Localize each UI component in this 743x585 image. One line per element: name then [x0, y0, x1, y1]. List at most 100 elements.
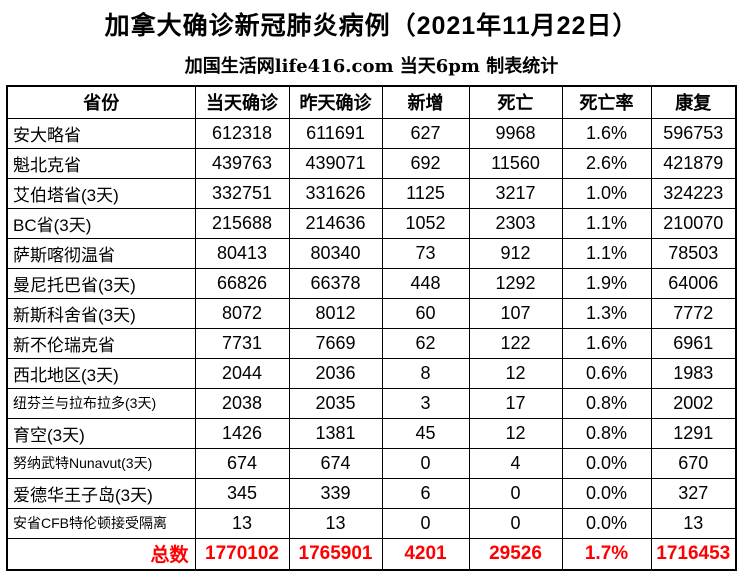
table-row: 曼尼托巴省(3天) 66826 66378 448 1292 1.9% 64006 — [6, 267, 737, 299]
recovered-cell: 2002 — [650, 387, 737, 419]
yesterday-confirmed-cell: 7669 — [288, 327, 383, 359]
col-header-death-rate: 死亡率 — [561, 85, 652, 119]
province-cell: 育空(3天) — [6, 417, 196, 449]
recovered-cell: 6961 — [650, 327, 737, 359]
total-label: 总数 — [6, 537, 196, 571]
yesterday-confirmed-cell: 80340 — [288, 237, 383, 269]
deaths-cell: 9968 — [468, 117, 563, 149]
table-row: 安省CFB特伦顿接受隔离 13 13 0 0 0.0% 13 — [6, 507, 737, 539]
total-row: 总数 1770102 1765901 4201 29526 1.7% 1716453 — [6, 537, 737, 571]
recovered-cell: 64006 — [650, 267, 737, 299]
recovered-cell: 210070 — [650, 207, 737, 239]
total-recovered-cell: 1716453 — [650, 537, 737, 571]
total-yesterday-confirmed-cell: 1765901 — [288, 537, 383, 571]
new-cases-cell: 73 — [381, 237, 470, 269]
yesterday-confirmed-cell: 1381 — [288, 417, 383, 449]
covid-table-page: 加拿大确诊新冠肺炎病例（2021年11月22日） 加国生活网life416.co… — [0, 6, 743, 571]
yesterday-confirmed-cell: 2035 — [288, 387, 383, 419]
death-rate-cell: 1.6% — [561, 117, 652, 149]
recovered-cell: 421879 — [650, 147, 737, 179]
total-today-confirmed-cell: 1770102 — [194, 537, 290, 571]
today-confirmed-cell: 8072 — [194, 297, 290, 329]
today-confirmed-cell: 80413 — [194, 237, 290, 269]
table-row: 安大略省 612318 611691 627 9968 1.6% 596753 — [6, 117, 737, 149]
total-new-cases-cell: 4201 — [381, 537, 470, 571]
today-confirmed-cell: 7731 — [194, 327, 290, 359]
col-header-province: 省份 — [6, 85, 196, 119]
table-row: 纽芬兰与拉布拉多(3天) 2038 2035 3 17 0.8% 2002 — [6, 387, 737, 419]
table-row: 魁北克省 439763 439071 692 11560 2.6% 421879 — [6, 147, 737, 179]
recovered-cell: 13 — [650, 507, 737, 539]
today-confirmed-cell: 215688 — [194, 207, 290, 239]
page-subtitle: 加国生活网life416.com 当天6pm 制表统计 — [184, 56, 559, 77]
deaths-cell: 11560 — [468, 147, 563, 179]
new-cases-cell: 0 — [381, 447, 470, 479]
new-cases-cell: 692 — [381, 147, 470, 179]
yesterday-confirmed-cell: 66378 — [288, 267, 383, 299]
province-cell: 西北地区(3天) — [6, 357, 196, 389]
table-row: 萨斯喀彻温省 80413 80340 73 912 1.1% 78503 — [6, 237, 737, 269]
recovered-cell: 1983 — [650, 357, 737, 389]
province-cell: 安省CFB特伦顿接受隔离 — [6, 507, 196, 539]
table-row: 艾伯塔省(3天) 332751 331626 1125 3217 1.0% 324223 — [6, 177, 737, 209]
deaths-cell: 107 — [468, 297, 563, 329]
recovered-cell: 596753 — [650, 117, 737, 149]
province-cell: 新不伦瑞克省 — [6, 327, 196, 359]
new-cases-cell: 3 — [381, 387, 470, 419]
recovered-cell: 78503 — [650, 237, 737, 269]
deaths-cell: 122 — [468, 327, 563, 359]
today-confirmed-cell: 345 — [194, 477, 290, 509]
col-header-recovered: 康复 — [650, 85, 737, 119]
today-confirmed-cell: 612318 — [194, 117, 290, 149]
page-title: 加拿大确诊新冠肺炎病例（2021年11月22日） — [104, 12, 639, 40]
yesterday-confirmed-cell: 611691 — [288, 117, 383, 149]
deaths-cell: 912 — [468, 237, 563, 269]
province-cell: 爱德华王子岛(3天) — [6, 477, 196, 509]
col-header-yesterday-confirmed: 昨天确诊 — [288, 85, 383, 119]
death-rate-cell: 0.0% — [561, 447, 652, 479]
table-row: 西北地区(3天) 2044 2036 8 12 0.6% 1983 — [6, 357, 737, 389]
deaths-cell: 2303 — [468, 207, 563, 239]
table-row: 新斯科舍省(3天) 8072 8012 60 107 1.3% 7772 — [6, 297, 737, 329]
province-cell: 安大略省 — [6, 117, 196, 149]
covid-stats-table: 省份 当天确诊 昨天确诊 新增 死亡 死亡率 康复 安大略省 612318 611691 627 9… — [6, 85, 737, 571]
province-cell: 努纳武特Nunavut(3天) — [6, 447, 196, 479]
death-rate-cell: 1.1% — [561, 207, 652, 239]
new-cases-cell: 6 — [381, 477, 470, 509]
deaths-cell: 0 — [468, 477, 563, 509]
death-rate-cell: 0.8% — [561, 417, 652, 449]
death-rate-cell: 1.6% — [561, 327, 652, 359]
province-cell: BC省(3天) — [6, 207, 196, 239]
death-rate-cell: 1.0% — [561, 177, 652, 209]
table-body: 安大略省 612318 611691 627 9968 1.6% 596753 魁北克省 439… — [6, 117, 737, 571]
deaths-cell: 0 — [468, 507, 563, 539]
table-row: BC省(3天) 215688 214636 1052 2303 1.1% 210070 — [6, 207, 737, 239]
new-cases-cell: 1052 — [381, 207, 470, 239]
yesterday-confirmed-cell: 331626 — [288, 177, 383, 209]
deaths-cell: 17 — [468, 387, 563, 419]
yesterday-confirmed-cell: 439071 — [288, 147, 383, 179]
province-cell: 曼尼托巴省(3天) — [6, 267, 196, 299]
province-cell: 艾伯塔省(3天) — [6, 177, 196, 209]
deaths-cell: 1292 — [468, 267, 563, 299]
new-cases-cell: 627 — [381, 117, 470, 149]
today-confirmed-cell: 2038 — [194, 387, 290, 419]
col-header-deaths: 死亡 — [468, 85, 563, 119]
death-rate-cell: 0.0% — [561, 507, 652, 539]
table-row: 新不伦瑞克省 7731 7669 62 122 1.6% 6961 — [6, 327, 737, 359]
today-confirmed-cell: 2044 — [194, 357, 290, 389]
deaths-cell: 4 — [468, 447, 563, 479]
new-cases-cell: 8 — [381, 357, 470, 389]
new-cases-cell: 1125 — [381, 177, 470, 209]
yesterday-confirmed-cell: 8012 — [288, 297, 383, 329]
today-confirmed-cell: 13 — [194, 507, 290, 539]
today-confirmed-cell: 439763 — [194, 147, 290, 179]
table-row: 育空(3天) 1426 1381 45 12 0.8% 1291 — [6, 417, 737, 449]
province-cell: 萨斯喀彻温省 — [6, 237, 196, 269]
yesterday-confirmed-cell: 13 — [288, 507, 383, 539]
death-rate-cell: 2.6% — [561, 147, 652, 179]
province-cell: 纽芬兰与拉布拉多(3天) — [6, 387, 196, 419]
death-rate-cell: 1.1% — [561, 237, 652, 269]
recovered-cell: 324223 — [650, 177, 737, 209]
recovered-cell: 1291 — [650, 417, 737, 449]
